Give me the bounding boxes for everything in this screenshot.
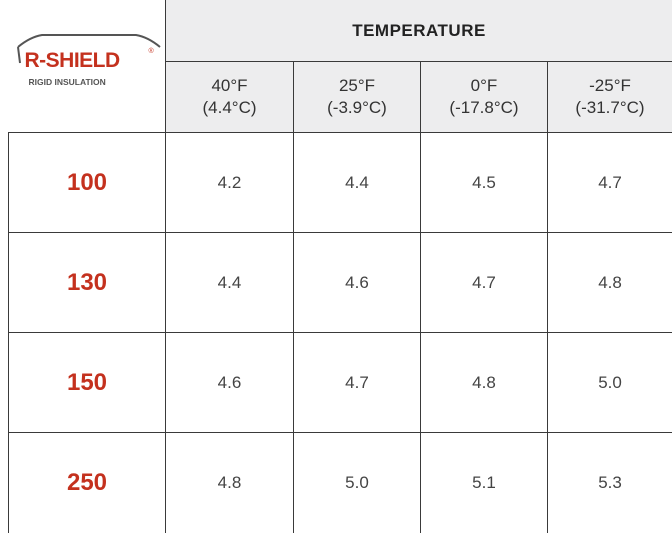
cell: 4.6 [293, 232, 421, 333]
table-row: 100 4.2 4.4 4.5 4.7 [8, 132, 672, 233]
column-header-row: 40°F (4.4°C) 25°F (-3.9°C) 0°F (-17.8°C) -25°F… [9, 61, 672, 133]
column-header-line: (4.4°C) [202, 98, 257, 117]
logo-cell: R-SHIELD ® RIGID INSULATION [8, 0, 166, 133]
row-label: 250 [8, 432, 166, 533]
cell: 5.0 [293, 432, 421, 533]
cell: 5.3 [546, 432, 672, 533]
cell: 4.4 [293, 132, 421, 233]
column-header: 40°F (4.4°C) [165, 61, 294, 133]
logo-tagline: RIGID INSULATION [28, 77, 106, 87]
column-header-line: (-3.9°C) [327, 98, 387, 117]
cell: 4.8 [546, 232, 672, 333]
cell: 5.1 [420, 432, 548, 533]
column-header-line: 40°F [211, 76, 248, 95]
cell: 4.7 [420, 232, 548, 333]
column-header: 25°F (-3.9°C) [293, 61, 421, 133]
table-row: 150 4.6 4.7 4.8 5.0 [8, 332, 672, 433]
cell: 4.6 [165, 332, 294, 433]
column-header: 0°F (-17.8°C) [420, 61, 548, 133]
column-header: -25°F (-31.7°C) [546, 61, 672, 133]
column-header-line: (-31.7°C) [575, 98, 645, 117]
column-header-line: 0°F [470, 76, 498, 95]
logo-mark: ® [148, 48, 154, 55]
column-header-line: -25°F [589, 76, 631, 95]
column-header-line: 25°F [338, 76, 376, 95]
cell: 4.8 [420, 332, 548, 433]
group-header: TEMPERATURE [164, 0, 672, 62]
table-row: 250 4.8 5.0 5.1 5.3 [8, 432, 672, 533]
cell: 4.7 [546, 132, 672, 233]
cell: 4.4 [165, 232, 294, 333]
row-label: 130 [8, 232, 166, 333]
column-header-line: (-17.8°C) [449, 98, 519, 117]
row-label: 150 [8, 332, 166, 433]
r-value-table: R-SHIELD ® RIGID INSULATION TEMPERATURE … [8, 0, 672, 533]
table-row: 130 4.4 4.6 4.7 4.8 [8, 232, 672, 333]
logo-name: R-SHIELD [24, 49, 121, 72]
cell: 4.7 [293, 332, 421, 433]
shield-outline [16, 34, 161, 64]
cell: 4.2 [165, 132, 294, 233]
row-label: 100 [8, 132, 166, 233]
cell: 5.0 [546, 332, 672, 433]
cell: 4.8 [165, 432, 294, 533]
cell: 4.5 [420, 132, 548, 233]
